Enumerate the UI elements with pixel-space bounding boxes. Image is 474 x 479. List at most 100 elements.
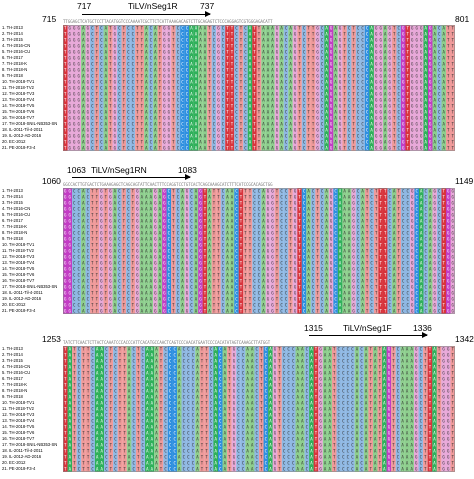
base-cell bbox=[409, 200, 415, 206]
base-cell bbox=[175, 79, 181, 85]
base-letter: G bbox=[415, 74, 418, 79]
base-letter: C bbox=[303, 189, 306, 194]
base-letter: T bbox=[159, 56, 162, 61]
base-cell bbox=[319, 79, 325, 85]
base-cell bbox=[423, 49, 429, 55]
sequence-name: 18. IL-2011-Til-4-2011 bbox=[2, 127, 43, 132]
base-letter: C bbox=[397, 44, 400, 49]
base-cell bbox=[157, 25, 163, 31]
base-letter: A bbox=[325, 38, 328, 43]
base-cell bbox=[211, 188, 217, 194]
base-cell bbox=[301, 121, 307, 127]
base-cell bbox=[328, 55, 334, 61]
base-letter: A bbox=[195, 225, 198, 230]
base-letter: C bbox=[186, 50, 189, 55]
base-letter: C bbox=[366, 104, 369, 109]
base-cell bbox=[238, 43, 244, 49]
base-letter: A bbox=[271, 92, 274, 97]
base-letter: C bbox=[303, 146, 306, 151]
base-letter: C bbox=[438, 122, 441, 127]
base-letter: G bbox=[429, 38, 432, 43]
base-cell bbox=[162, 97, 167, 103]
base-letter: G bbox=[100, 231, 103, 236]
base-letter: A bbox=[420, 195, 423, 200]
base-cell bbox=[310, 145, 316, 151]
base-letter: A bbox=[145, 207, 148, 212]
base-cell bbox=[337, 49, 343, 55]
base-cell bbox=[387, 103, 392, 109]
base-cell bbox=[315, 218, 320, 224]
base-letter: T bbox=[452, 140, 455, 145]
base-cell bbox=[306, 200, 311, 206]
base-cell bbox=[270, 79, 275, 85]
base-cell bbox=[409, 133, 415, 139]
base-cell bbox=[378, 212, 383, 218]
base-letter: G bbox=[339, 32, 342, 37]
base-cell bbox=[229, 97, 235, 103]
base-cell bbox=[288, 49, 293, 55]
base-cell bbox=[130, 97, 136, 103]
base-letter: T bbox=[406, 26, 409, 31]
base-letter: C bbox=[253, 225, 256, 230]
base-cell bbox=[198, 200, 203, 206]
base-letter: G bbox=[78, 146, 81, 151]
base-cell bbox=[265, 127, 271, 133]
base-letter: G bbox=[375, 134, 378, 139]
base-letter: C bbox=[258, 195, 261, 200]
base-letter: C bbox=[177, 26, 180, 31]
base-cell bbox=[108, 73, 113, 79]
base-letter: C bbox=[213, 116, 216, 121]
base-cell bbox=[225, 188, 230, 194]
base-cell bbox=[153, 200, 158, 206]
base-cell bbox=[423, 121, 429, 127]
primer-end-position: 737 bbox=[200, 1, 215, 11]
base-cell bbox=[148, 85, 154, 91]
base-cell bbox=[234, 73, 239, 79]
base-letter: T bbox=[289, 207, 292, 212]
base-cell bbox=[139, 61, 145, 67]
base-cell bbox=[283, 115, 289, 121]
base-cell bbox=[391, 31, 397, 37]
base-cell bbox=[337, 43, 343, 49]
base-letter: C bbox=[348, 92, 351, 97]
base-cell bbox=[355, 55, 361, 61]
base-cell bbox=[319, 25, 325, 31]
base-letter: T bbox=[393, 74, 396, 79]
base-cell bbox=[400, 188, 406, 194]
sequence-name: 5. TH-2016-CU bbox=[2, 212, 31, 217]
base-cell bbox=[171, 224, 176, 230]
base-cell bbox=[99, 43, 104, 49]
base-letter: A bbox=[190, 128, 193, 133]
base-letter: T bbox=[447, 80, 450, 85]
base-cell bbox=[333, 206, 338, 212]
base-letter: T bbox=[96, 56, 99, 61]
base-cell bbox=[427, 97, 433, 103]
base-cell bbox=[207, 127, 212, 133]
base-letter: G bbox=[109, 213, 112, 218]
base-letter: A bbox=[334, 110, 337, 115]
base-cell bbox=[180, 206, 185, 212]
base-letter: A bbox=[370, 140, 373, 145]
base-letter: T bbox=[159, 122, 162, 127]
base-letter: A bbox=[361, 189, 364, 194]
base-letter: G bbox=[415, 68, 418, 73]
base-cell bbox=[72, 97, 77, 103]
base-letter: T bbox=[343, 62, 346, 67]
base-letter: A bbox=[145, 189, 148, 194]
base-letter: C bbox=[213, 32, 216, 37]
base-cell bbox=[90, 127, 95, 133]
base-cell bbox=[445, 97, 451, 103]
base-letter: C bbox=[235, 50, 238, 55]
base-cell bbox=[391, 121, 397, 127]
base-letter: T bbox=[136, 80, 139, 85]
base-cell bbox=[90, 55, 95, 61]
base-cell bbox=[396, 145, 401, 151]
base-letter: T bbox=[208, 116, 211, 121]
base-letter: C bbox=[150, 92, 153, 97]
base-cell bbox=[148, 127, 154, 133]
base-letter: G bbox=[136, 213, 139, 218]
base-letter: C bbox=[222, 26, 225, 31]
base-cell bbox=[319, 85, 325, 91]
base-cell bbox=[202, 206, 208, 212]
base-letter: T bbox=[393, 128, 396, 133]
